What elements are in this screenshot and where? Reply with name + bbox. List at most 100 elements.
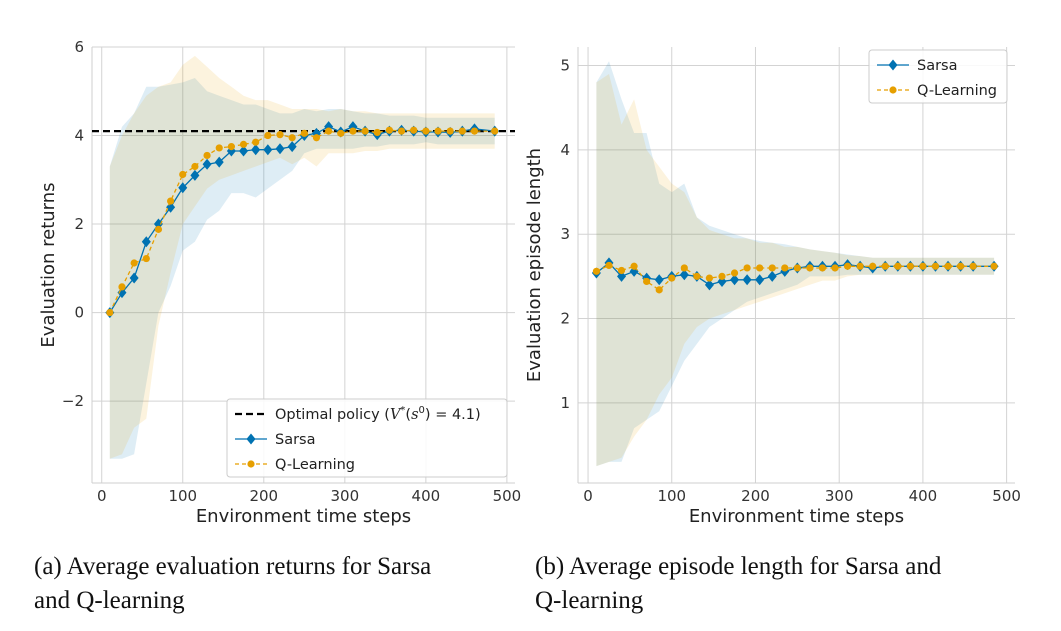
x-axis-label: Environment time steps xyxy=(689,506,904,527)
qlearning-point xyxy=(680,264,688,272)
sarsa-point xyxy=(755,274,765,286)
qlearning-point xyxy=(385,126,393,134)
legend-entry: Q-Learning xyxy=(877,83,997,99)
qlearning-point xyxy=(337,129,345,137)
qlearning-point xyxy=(818,264,827,272)
qlearning-point xyxy=(668,274,676,282)
qlearning-point xyxy=(718,272,726,280)
sarsa-point xyxy=(251,144,261,156)
qlearning-point xyxy=(906,262,914,270)
qlearning-point xyxy=(179,170,187,179)
y-tick-label: 4 xyxy=(560,141,570,159)
qlearning-point xyxy=(106,308,114,317)
legend-label-qlearning: Q-Learning xyxy=(275,457,355,473)
qlearning-point xyxy=(325,127,333,135)
qlearning-point xyxy=(990,262,998,270)
legend-entry: Q-Learning xyxy=(235,457,355,473)
legend-qlearning-marker xyxy=(247,460,255,468)
y-axis-label: Evaluation returns xyxy=(38,182,59,347)
qlearning-point xyxy=(693,272,701,280)
y-tick-label: −2 xyxy=(62,392,84,410)
qlearning-point xyxy=(349,127,357,135)
qlearning-point xyxy=(956,262,965,270)
qlearning-point xyxy=(458,127,466,135)
x-tick-label: 0 xyxy=(97,487,107,505)
x-tick-label: 200 xyxy=(741,487,770,505)
qlearning-point xyxy=(227,142,235,151)
sarsa-point xyxy=(287,141,297,153)
sarsa-point xyxy=(214,156,224,168)
chart-panel-b: 0 100 200 300 400 500 1 2 3 4 5 Environment time st… xyxy=(524,47,1021,527)
qlearning-point xyxy=(919,262,927,270)
qlearning-point xyxy=(730,269,739,277)
qlearning-point xyxy=(264,131,272,140)
y-tick-label: 4 xyxy=(74,127,84,145)
caption-a-line2: and Q-learning xyxy=(34,587,185,614)
caption-a-line1: (a) Average evaluation returns for Sarsa xyxy=(34,553,432,580)
x-tick-label: 200 xyxy=(249,487,278,505)
qlearning-point xyxy=(743,264,751,272)
sarsa-point xyxy=(730,274,740,286)
y-axis-label: Evaluation episode length xyxy=(524,148,545,382)
qlearning-point xyxy=(154,225,163,233)
qlearning-point xyxy=(806,264,814,272)
qlearning-point xyxy=(215,144,223,152)
x-axis-label: Environment time steps xyxy=(196,506,411,527)
legend-entry: Sarsa xyxy=(235,432,316,448)
x-tick-label: 0 xyxy=(583,487,593,505)
qlearning-point xyxy=(142,254,150,263)
sarsa-point xyxy=(742,274,752,286)
legend-label-qlearning: Q-Learning xyxy=(917,83,997,99)
qlearning-point xyxy=(592,267,601,275)
sarsa-point xyxy=(704,279,714,291)
qlearning-point xyxy=(793,264,801,272)
legend-label-optimal: Optimal policy (V*(s0) = 4.1) xyxy=(275,405,481,423)
legend-qlearning-marker xyxy=(889,86,897,94)
x-tick-label: 300 xyxy=(825,487,854,505)
x-tick-label: 400 xyxy=(909,487,938,505)
qlearning-point xyxy=(191,162,199,171)
qlearning-point xyxy=(643,277,651,286)
qlearning-point xyxy=(617,266,626,275)
confidence-band-qlearning xyxy=(109,55,495,459)
qlearning-point xyxy=(944,262,952,270)
qlearning-point xyxy=(288,134,296,142)
sarsa-point xyxy=(178,182,188,194)
qlearning-point xyxy=(768,264,776,272)
qlearning-point xyxy=(856,262,864,270)
sarsa-point xyxy=(190,169,200,181)
legend-box xyxy=(868,49,1008,104)
qlearning-point xyxy=(118,283,126,291)
qlearning-point xyxy=(300,129,308,137)
sarsa-point xyxy=(202,158,212,170)
qlearning-point xyxy=(843,262,852,270)
qlearning-point xyxy=(894,262,902,270)
caption-b-line2: Q-learning xyxy=(535,587,644,614)
x-tick-label: 500 xyxy=(493,487,522,505)
qlearning-point xyxy=(881,262,889,270)
legend-sarsa-marker xyxy=(246,433,256,445)
sarsa-point xyxy=(129,272,139,284)
sarsa-point xyxy=(617,270,627,282)
qlearning-point xyxy=(781,264,789,272)
qlearning-point xyxy=(167,197,175,205)
confidence-band-sarsa xyxy=(109,78,495,459)
caption-b-line1: (b) Average episode length for Sarsa and xyxy=(535,553,942,580)
qlearning-point xyxy=(446,127,454,135)
y-tick-label: 6 xyxy=(74,38,84,56)
sarsa-point xyxy=(263,144,273,156)
sarsa-point xyxy=(767,270,777,282)
caption-a: (a) Average evaluation returns for Sarsa… xyxy=(34,550,504,618)
qlearning-point xyxy=(203,151,211,160)
qlearning-point xyxy=(312,134,321,142)
qlearning-point xyxy=(422,127,430,135)
qlearning-point xyxy=(361,127,369,135)
x-tick-label: 500 xyxy=(992,487,1021,505)
x-tick-label: 300 xyxy=(331,487,360,505)
qlearning-point xyxy=(969,262,977,270)
qlearning-point xyxy=(373,128,381,137)
sarsa-point xyxy=(275,143,285,155)
qlearning-point xyxy=(491,127,499,135)
legend-label-sarsa: Sarsa xyxy=(917,58,958,74)
legend-sarsa-marker xyxy=(888,59,898,71)
